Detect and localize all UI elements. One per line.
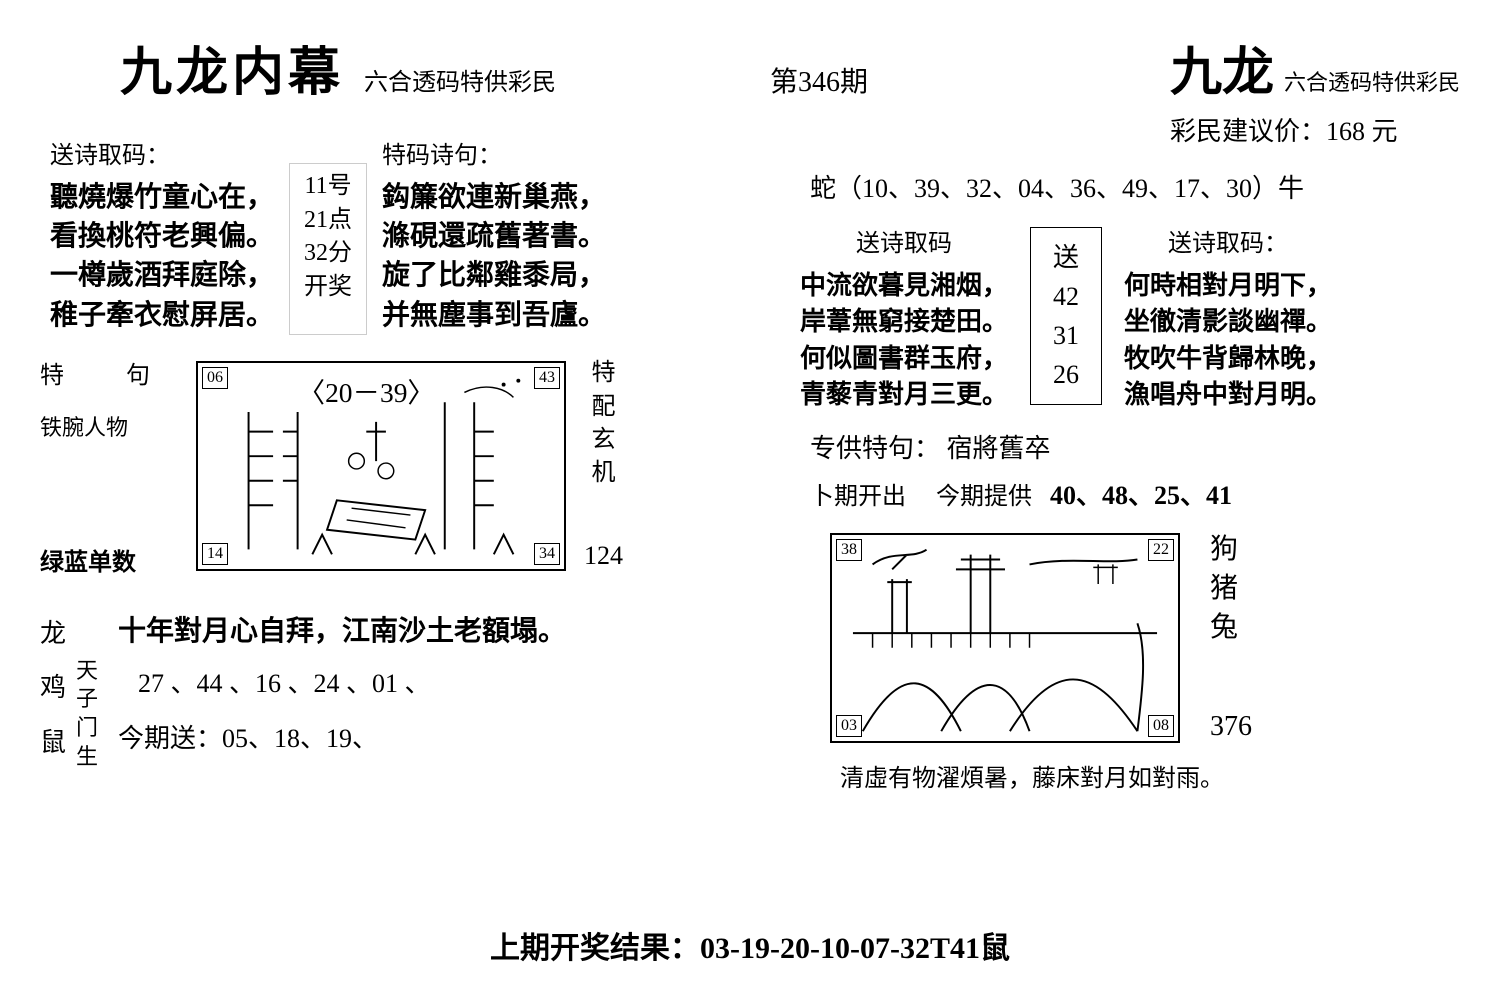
right-subtitle: 六合透码特供彩民	[1284, 70, 1460, 95]
poem2-line: 滌硯還疏舊著書。	[382, 217, 606, 256]
left-sketch-box: 06 43 14 34 〈20－39〉	[196, 361, 566, 571]
right-poems: 送诗取码 中流欲暮見湘烟， 岸葦無窮接楚田。 何似圖書群玉府， 青藜青對月三更。…	[800, 223, 1460, 414]
zodiac: 龙	[40, 607, 66, 662]
sendbox-item: 26	[1053, 355, 1079, 394]
vtext: 特	[584, 358, 623, 389]
poem1-line: 看換桃符老興偏。	[50, 217, 274, 256]
right-title-block: 九龙 六合透码特供彩民 彩民建议价：168 元	[1170, 30, 1460, 148]
rpoem1-line: 岸葦無窮接楚田。	[800, 304, 1008, 340]
rpoem1-line: 青藜青對月三更。	[800, 377, 1008, 413]
right-title: 九龙	[1170, 45, 1274, 102]
vtext: 配	[584, 392, 623, 423]
tianzi: 天	[76, 657, 98, 686]
footer-result: 上期开奖结果：03-19-20-10-07-32T41鼠	[0, 923, 1500, 967]
zodiac: 兔	[1210, 608, 1252, 647]
rpoem1-label: 送诗取码	[800, 223, 1008, 258]
tianzi: 子	[76, 685, 98, 714]
tianzi: 门	[76, 714, 98, 743]
rpoem1-line: 何似圖書群玉府，	[800, 341, 1008, 377]
special-text: 宿將舊卒	[947, 434, 1051, 463]
right-header: 第346期 九龙 六合透码特供彩民 彩民建议价：168 元	[770, 30, 1460, 148]
vtext: 机	[584, 458, 623, 489]
number-box: 11号 21点 32分 开奖	[289, 163, 367, 335]
bottom-nums: 27 、44 、16 、24 、01 、	[118, 663, 566, 700]
left-poem-section: 送诗取码： 聽燒爆竹童心在， 看換桃符老興偏。 一樽歲酒拜庭除， 稚子牽衣慰屏居…	[40, 135, 730, 335]
price: 彩民建议价：168 元	[1170, 111, 1460, 148]
rpoem2-line: 何時相對月明下，	[1124, 268, 1332, 304]
poem1-line: 稚子牽衣慰屏居。	[50, 296, 274, 335]
right-sketch-drawing	[832, 535, 1178, 741]
numbox-item: 32分	[304, 237, 352, 271]
poem2-line: 鈎簾欲連新巢燕，	[382, 178, 606, 217]
numbox-item: 11号	[304, 170, 352, 204]
sketch-sp2: 铁腕人物	[40, 410, 178, 442]
poem2-col: 特码诗句： 鈎簾欲連新巢燕， 滌硯還疏舊著書。 旋了比鄰雞黍局， 并無塵事到吾廬…	[382, 135, 606, 335]
provide-line: 卜期开出 今期提供 40、48、25、41	[810, 475, 1460, 512]
sketch-drawing: 〈20－39〉	[198, 363, 564, 569]
sketch-left-labels: 特 句 铁腕人物 绿蓝单数	[40, 355, 178, 577]
right-sketch-box: 38 22 03 08	[830, 533, 1180, 743]
numbox-item: 开奖	[304, 271, 352, 305]
rpoem1-col: 送诗取码 中流欲暮見湘烟， 岸葦無窮接楚田。 何似圖書群玉府， 青藜青對月三更。	[800, 223, 1008, 414]
sendbox-item: 42	[1053, 277, 1079, 316]
zodiac: 狗	[1210, 530, 1252, 569]
sendbox-item: 送	[1053, 238, 1079, 277]
zodiac: 猪	[1210, 569, 1252, 608]
poem1-label: 送诗取码：	[50, 135, 274, 170]
special-label: 专供特句：	[810, 434, 940, 463]
bottom-content: 十年對月心自拜，江南沙土老額塌。 27 、44 、16 、24 、01 、 今期…	[108, 607, 566, 771]
rpoem1-line: 中流欲暮見湘烟，	[800, 268, 1008, 304]
rpoem2-line: 漁唱舟中對月明。	[1124, 377, 1332, 413]
bottom-send: 今期送：05、18、19、	[118, 718, 566, 755]
right-panel: 第346期 九龙 六合透码特供彩民 彩民建议价：168 元 蛇（10、39、32…	[750, 0, 1500, 987]
poem2-label: 特码诗句：	[382, 135, 606, 170]
svg-text:〈20－39〉: 〈20－39〉	[298, 378, 435, 408]
bottom-poem: 十年對月心自拜，江南沙土老額塌。	[118, 609, 566, 649]
rpoem2-line: 坐徹清影談幽禪。	[1124, 304, 1332, 340]
poem2-line: 并無塵事到吾廬。	[382, 296, 606, 335]
left-sketch-section: 特 句 铁腕人物 绿蓝单数 06 43 14 34 〈20－39〉	[40, 355, 730, 577]
right-sketch-row: 38 22 03 08 狗 猪 兔 376	[830, 530, 1460, 747]
provide-nums: 40、48、25、41	[1050, 481, 1232, 510]
provide-label1: 卜期开出	[810, 484, 906, 510]
left-bottom-section: 龙 鸡 鼠 天 子 门 生 十年對月心自拜，江南沙土老額塌。 27 、44 、1…	[40, 607, 730, 771]
sendbox-item: 31	[1053, 316, 1079, 355]
zodiac: 鼠	[40, 716, 66, 771]
issue-number: 第346期	[770, 30, 868, 100]
left-panel: 九龙内幕 六合透码特供彩民 送诗取码： 聽燒爆竹童心在， 看換桃符老興偏。 一樽…	[0, 0, 750, 987]
left-title: 九龙内幕	[40, 30, 344, 105]
special-line: 专供特句： 宿將舊卒	[810, 428, 1460, 465]
poem1-line: 一樽歲酒拜庭除，	[50, 256, 274, 295]
zodiac-numbers-line: 蛇（10、39、32、04、36、49、17、30）牛	[810, 168, 1460, 205]
rpoem2-line: 牧吹牛背歸林晚，	[1124, 341, 1332, 377]
right-sketch-info: 狗 猪 兔 376	[1210, 530, 1252, 747]
send-box: 送 42 31 26	[1030, 227, 1102, 405]
poem2-line: 旋了比鄰雞黍局，	[382, 256, 606, 295]
provide-label2: 今期提供	[936, 484, 1032, 510]
sketch-sp3: 绿蓝单数	[40, 542, 178, 577]
left-subtitle: 六合透码特供彩民	[364, 62, 556, 97]
zodiac-col: 龙 鸡 鼠	[40, 607, 66, 771]
right-bottom-poem: 清虛有物濯煩暑，藤床對月如對雨。	[840, 758, 1460, 793]
poem1-col: 送诗取码： 聽燒爆竹童心在， 看換桃符老興偏。 一樽歲酒拜庭除， 稚子牽衣慰屏居…	[50, 135, 274, 335]
zodiac: 鸡	[40, 661, 66, 716]
sketch-sp1: 特 句	[40, 355, 178, 390]
tianzi-col: 天 子 门 生	[76, 607, 98, 771]
sketch-num-right: 376	[1210, 707, 1252, 746]
numbox-item: 21点	[304, 204, 352, 238]
poem1-line: 聽燒爆竹童心在，	[50, 178, 274, 217]
tianzi: 生	[76, 743, 98, 772]
rpoem2-col: 送诗取码： 何時相對月明下， 坐徹清影談幽禪。 牧吹牛背歸林晚， 漁唱舟中對月明…	[1124, 223, 1332, 414]
left-header: 九龙内幕 六合透码特供彩民	[40, 30, 730, 105]
sketch-right-labels: 特 配 玄 机 124	[584, 358, 623, 573]
vtext: 玄	[584, 425, 623, 456]
rpoem2-label: 送诗取码：	[1124, 223, 1332, 258]
sketch-num: 124	[584, 539, 623, 573]
